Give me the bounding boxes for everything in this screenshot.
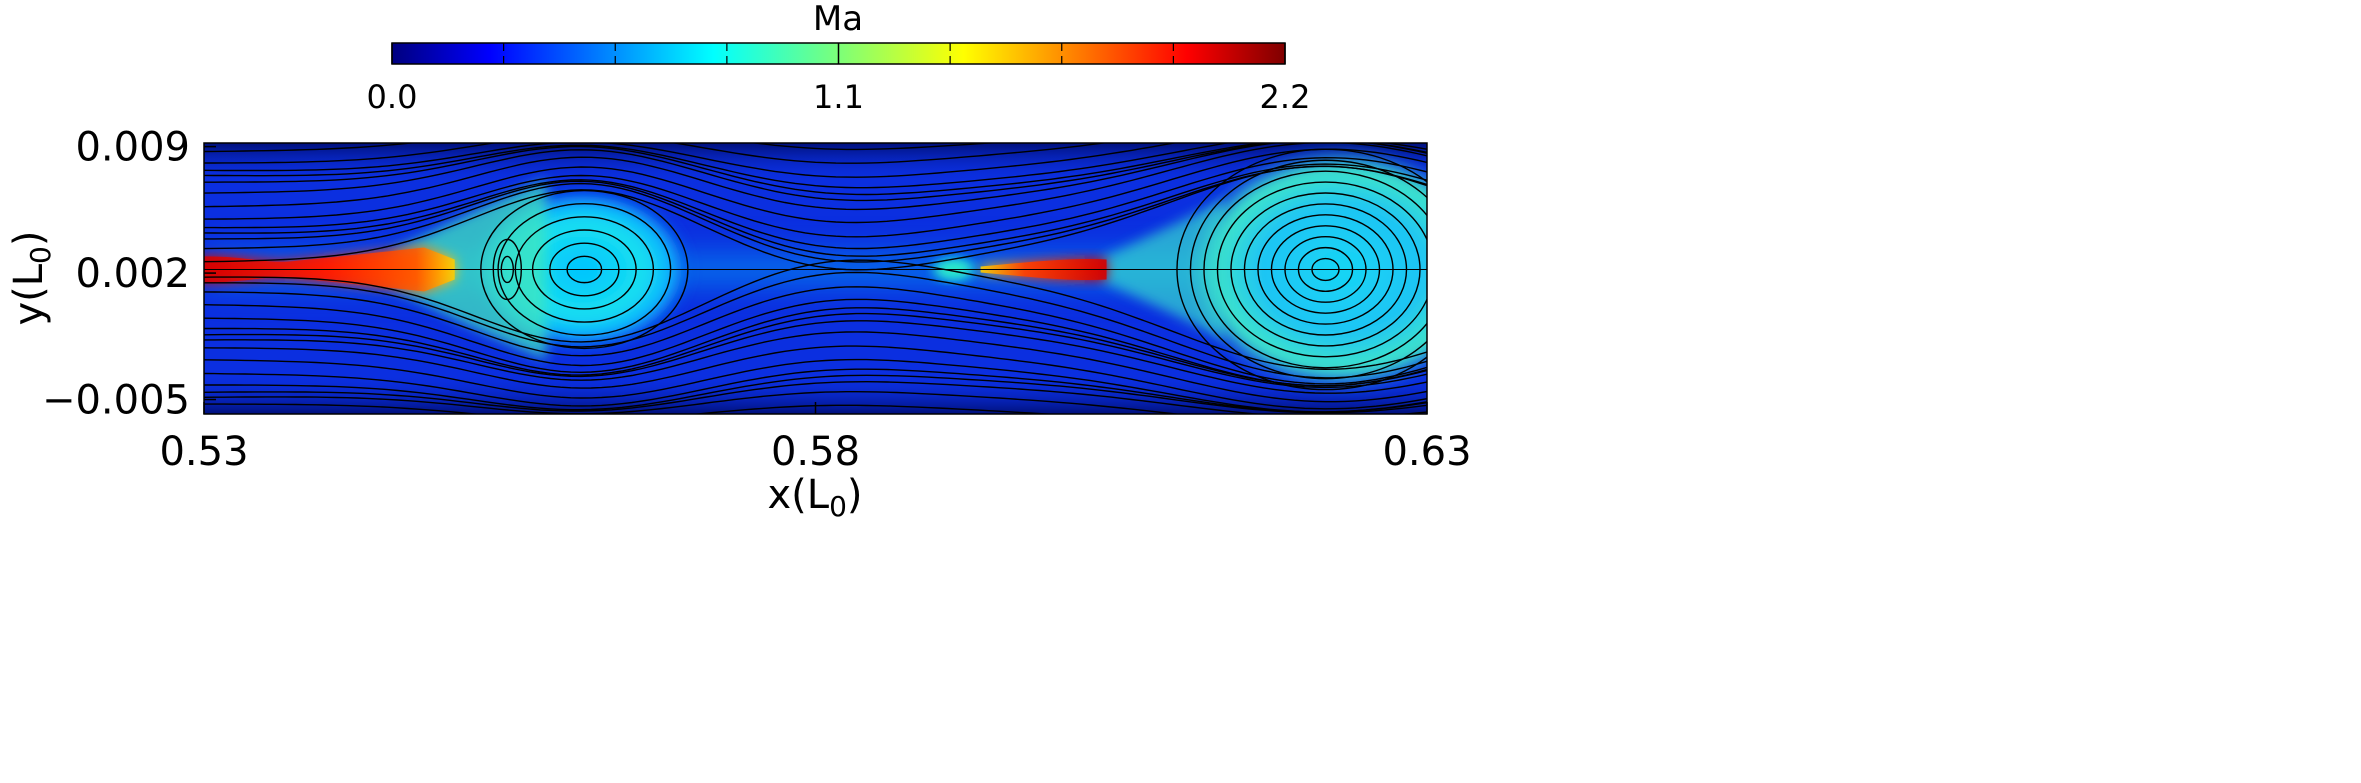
y-axis-ticks: −0.005 0.002 0.009 xyxy=(42,125,216,424)
magnetic-field-lines xyxy=(204,114,1427,414)
field-line xyxy=(204,358,1427,413)
field-line xyxy=(204,286,1427,385)
plot-area: 0.53 0.58 0.63 −0.005 0.002 0.009 xyxy=(42,114,1472,475)
field-line xyxy=(204,114,1427,139)
colorbar-tick-label: 2.2 xyxy=(1260,78,1311,116)
y-tick-label: −0.005 xyxy=(42,378,190,424)
field-line xyxy=(204,143,1427,202)
x-tick-label: 0.63 xyxy=(1382,429,1471,475)
y-tick-label: 0.009 xyxy=(75,125,190,171)
field-line xyxy=(204,331,1427,403)
colorbar-tick-label: 0.0 xyxy=(367,78,418,116)
field-line xyxy=(204,165,1427,271)
field-line xyxy=(204,156,1427,250)
field-line xyxy=(204,312,1427,389)
field-line xyxy=(204,163,1427,257)
field-line xyxy=(204,380,1427,414)
x-axis-label: x(L0) xyxy=(768,472,863,523)
field-line xyxy=(204,143,1179,178)
field-line xyxy=(204,391,1182,414)
field-line xyxy=(204,143,1427,196)
field-line xyxy=(204,143,1427,211)
colorbar-tick-label: 1.1 xyxy=(813,78,864,116)
field-line xyxy=(204,374,1427,414)
y-tick-label: 0.002 xyxy=(75,251,190,297)
colorbar-label: Ma xyxy=(813,0,863,39)
y-axis-label: y(L0) xyxy=(6,231,57,326)
field-line xyxy=(204,368,1427,413)
field-line xyxy=(204,259,1427,371)
field-line xyxy=(204,148,1427,238)
field-line xyxy=(204,320,1427,394)
x-axis-ticks: 0.53 0.58 0.63 xyxy=(159,402,1472,475)
field-line xyxy=(204,307,1427,387)
x-tick-label: 0.53 xyxy=(159,429,248,475)
field-line xyxy=(204,271,1427,379)
field-line xyxy=(204,298,1427,387)
field-line xyxy=(204,143,1427,224)
colorbar-ticks: 0.0 1.1 2.2 xyxy=(367,43,1311,116)
field-line xyxy=(204,345,1427,410)
colorbar: Ma 0.0 1.1 2.2 xyxy=(367,0,1311,116)
field-line xyxy=(204,143,1109,164)
x-tick-label: 0.58 xyxy=(771,429,860,475)
